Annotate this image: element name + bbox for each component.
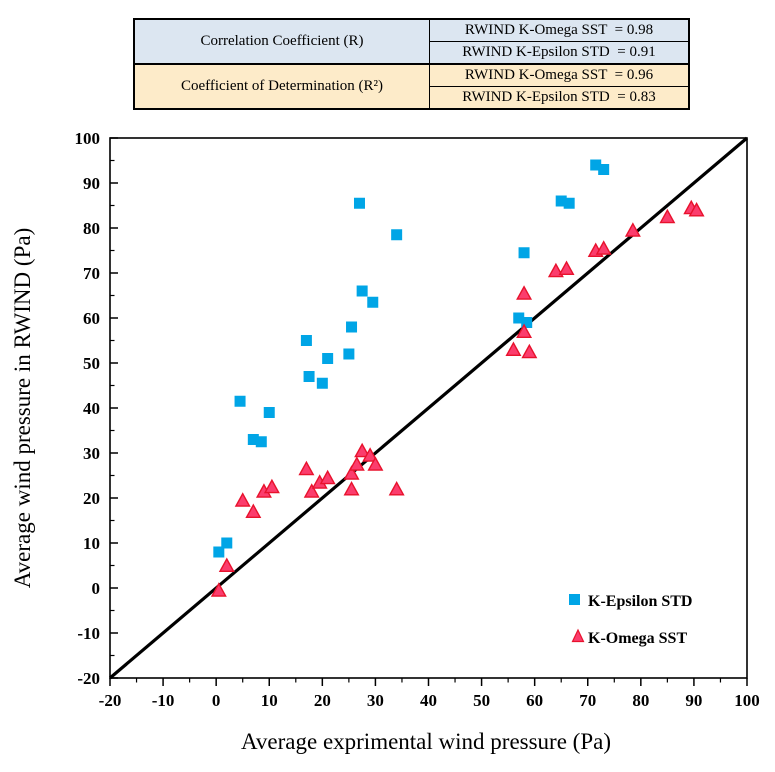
x-tick-label: 30 <box>367 691 384 710</box>
legend-label-komega: K-Omega SST <box>588 630 687 647</box>
x-tick-label: 20 <box>314 691 331 710</box>
y-tick-label: 10 <box>83 534 100 553</box>
x-axis-title: Average exprimental wind pressure (Pa) <box>241 729 611 754</box>
determination-kepsilon-value: RWIND K-Epsilon STD = 0.83 <box>429 86 690 110</box>
data-point-triangle <box>624 222 641 237</box>
data-point-triangle <box>343 481 360 496</box>
y-axis-title: Average wind pressure in RWIND (Pa) <box>10 228 35 588</box>
chart-plot-area: -20 -10 0 10 20 30 40 50 60 70 80 90 100 -20 -10 0 10 20 3… <box>75 129 760 710</box>
data-point-square <box>555 195 567 207</box>
data-point-square <box>356 285 368 297</box>
data-point-square <box>343 348 355 360</box>
y-tick-label: 30 <box>83 444 100 463</box>
data-point-triangle <box>547 262 564 278</box>
y-tick-label: 100 <box>75 129 101 148</box>
data-point-triangle <box>558 260 575 275</box>
data-point-triangle <box>263 478 280 494</box>
data-point-square <box>316 377 328 389</box>
data-point-square <box>213 546 225 558</box>
data-point-triangle <box>659 208 676 224</box>
x-tick-label: 90 <box>685 691 702 710</box>
data-point-triangle <box>688 202 705 217</box>
data-point-triangle <box>521 343 538 359</box>
correlation-kepsilon-value: RWIND K-Epsilon STD = 0.91 <box>429 41 690 65</box>
data-point-triangle <box>516 285 533 300</box>
data-point-triangle <box>362 447 379 462</box>
x-tick-label: 10 <box>261 691 278 710</box>
x-tick-label: 40 <box>420 691 437 710</box>
data-point-square <box>221 537 233 549</box>
data-point-triangle <box>354 442 371 458</box>
x-tick-label: 70 <box>579 691 596 710</box>
y-tick-label: 70 <box>83 264 100 283</box>
x-tick-label: 0 <box>212 691 221 710</box>
y-tick-label: 50 <box>83 354 100 373</box>
y-tick-label: 20 <box>83 489 100 508</box>
data-point-triangle <box>367 456 384 471</box>
data-point-square <box>598 164 610 175</box>
data-point-triangle <box>319 469 336 485</box>
data-point-square <box>518 247 530 259</box>
statistics-table: Correlation Coefficient (R) RWIND K-Omeg… <box>133 18 690 110</box>
y-tick-label: 0 <box>92 579 101 598</box>
data-point-triangle <box>218 557 235 572</box>
data-point-square <box>367 296 379 308</box>
data-point-triangle <box>388 481 405 496</box>
y-tick-label: -20 <box>77 669 100 688</box>
legend-triangle-marker-icon <box>571 628 585 643</box>
y-tick-label: -10 <box>77 624 100 643</box>
legend-label-kepsilon: K-Epsilon STD <box>588 593 692 610</box>
data-point-square <box>300 335 312 346</box>
data-point-square <box>303 371 315 382</box>
data-point-triangle <box>343 465 360 480</box>
data-point-triangle <box>348 456 365 471</box>
data-point-triangle <box>234 492 251 507</box>
x-tick-label: -20 <box>99 691 122 710</box>
data-point-triangle <box>298 460 315 476</box>
data-point-square <box>255 436 267 448</box>
data-point-square <box>263 407 275 418</box>
correlation-komega-value: RWIND K-Omega SST = 0.98 <box>429 18 690 42</box>
data-point-triangle <box>505 341 522 356</box>
data-point-square <box>346 321 358 333</box>
x-tick-label: -10 <box>152 691 175 710</box>
x-tick-label: 50 <box>473 691 490 710</box>
chart-legend: K-Epsilon STD K-Omega SST <box>569 593 692 647</box>
data-point-triangle <box>210 582 227 597</box>
y-tick-label: 60 <box>83 309 100 328</box>
determination-komega-value: RWIND K-Omega SST = 0.96 <box>429 63 690 87</box>
legend-square-marker-icon <box>569 594 580 605</box>
x-tick-label: 60 <box>526 691 543 710</box>
y-tick-label: 90 <box>83 174 100 193</box>
x-tick-label: 80 <box>632 691 649 710</box>
data-point-square <box>234 395 246 407</box>
y-tick-label: 40 <box>83 399 100 418</box>
data-point-triangle <box>595 240 612 255</box>
data-point-triangle <box>245 503 262 518</box>
x-tick-label: 100 <box>734 691 760 710</box>
y-tick-label: 80 <box>83 219 100 238</box>
data-point-square <box>590 159 602 171</box>
data-point-square <box>563 197 575 209</box>
data-point-square <box>247 434 259 445</box>
data-point-square <box>513 312 525 324</box>
data-point-square <box>391 229 403 241</box>
data-point-square <box>521 317 533 328</box>
data-point-triangle <box>303 483 320 498</box>
data-point-square <box>353 197 365 209</box>
data-point-square <box>322 353 334 364</box>
determination-coefficient-label: Coefficient of Determination (R²) <box>133 63 430 110</box>
data-point-triangle <box>516 323 533 338</box>
